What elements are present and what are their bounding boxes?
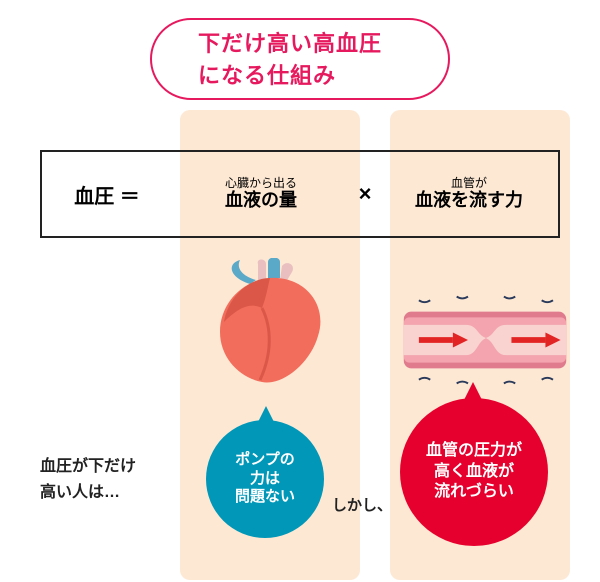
heart-illustration (210, 258, 330, 393)
bubble-pump-ok: ポンプの 力は 問題ない (206, 420, 324, 538)
bubble-right-l2: 高く血液が (426, 462, 522, 483)
bubble-vessel-pressure: 血管の圧力が 高く血液が 流れづらい (400, 398, 548, 546)
bubble-vessel-pressure-tail (462, 382, 484, 404)
caption-left-l2: 高い人は… (40, 480, 136, 506)
caption-mid: しかし、 (332, 494, 392, 518)
bubble-left-l3: 問題ない (235, 488, 295, 507)
formula-col-1: 心臓から出る 血液の量 (172, 176, 350, 212)
bubble-left-l1: ポンプの (235, 451, 295, 470)
formula-lhs: 血圧 ＝ (42, 180, 172, 209)
formula-col2-big: 血液を流す力 (380, 190, 558, 212)
formula-box: 血圧 ＝ 心臓から出る 血液の量 × 血管が 血液を流す力 (40, 150, 560, 238)
caption-left-l1: 血圧が下だけ (40, 454, 136, 480)
bubble-pump-ok-text: ポンプの 力は 問題ない (235, 451, 295, 507)
vessel-illustration (400, 290, 570, 395)
formula-col-2: 血管が 血液を流す力 (380, 176, 558, 212)
bubble-right-l1: 血管の圧力が (426, 441, 522, 462)
heart-icon (210, 258, 330, 388)
bubble-right-l3: 流れづらい (426, 482, 522, 503)
bubble-left-l2: 力は (235, 470, 295, 489)
bubble-pump-ok-tail (256, 406, 276, 426)
bubble-vessel-pressure-text: 血管の圧力が 高く血液が 流れづらい (426, 441, 522, 503)
formula-col1-small: 心臓から出る (172, 176, 350, 190)
formula-col2-small: 血管が (380, 176, 558, 190)
caption-left: 血圧が下だけ 高い人は… (40, 454, 136, 505)
formula-col1-big: 血液の量 (172, 190, 350, 212)
vessel-icon (400, 290, 570, 390)
title-pill: 下だけ高い高血圧になる仕組み (150, 18, 450, 100)
formula-op: × (350, 181, 380, 207)
